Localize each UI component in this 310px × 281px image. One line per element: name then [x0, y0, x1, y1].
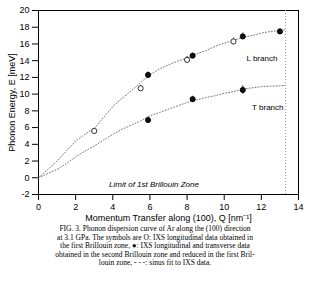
svg-text:6: 6 [147, 202, 152, 212]
svg-text:16: 16 [19, 39, 29, 49]
html-text:louin zone, - - -: sinus fit t: louin zone, - - -: sinus fit to IXS data… [98, 258, 212, 268]
svg-text:Momentum Transfer along (100),: Momentum Transfer along (100), Q [nm⁻¹] [85, 213, 252, 223]
svg-text:10: 10 [19, 89, 29, 99]
svg-text:8: 8 [24, 106, 29, 116]
svg-text:14: 14 [19, 56, 29, 66]
svg-text:4: 4 [110, 202, 115, 212]
svg-text:10: 10 [219, 202, 229, 212]
svg-text:Phonon Energy, E [meV]: Phonon Energy, E [meV] [7, 53, 17, 151]
svg-text:L branch: L branch [247, 54, 278, 63]
html-text:the first Brillouin zone, ●: I: the first Brillouin zone, ●: IXS longitu… [60, 241, 250, 251]
svg-text:2: 2 [24, 156, 29, 166]
svg-text:6: 6 [24, 122, 29, 132]
html-text:FIG. 3. Phonon dispersion curv: FIG. 3. Phonon dispersion curve of Ar al… [59, 224, 251, 233]
svg-text:18: 18 [19, 22, 29, 32]
svg-text:4: 4 [24, 139, 29, 149]
svg-text:8: 8 [185, 202, 190, 212]
svg-text:14: 14 [293, 202, 303, 212]
html-text:obtained in the second Brillou: obtained in the second Brillouin zone an… [55, 249, 255, 259]
svg-text:-2: -2 [21, 189, 29, 199]
svg-text:12: 12 [256, 202, 266, 212]
svg-text:12: 12 [19, 72, 29, 82]
svg-text:T branch: T branch [252, 103, 283, 112]
html-text:at 3.1 GPa. The symbols are O:: at 3.1 GPa. The symbols are O: IXS longi… [57, 232, 253, 242]
svg-text:Limit of 1st Brillouin Zone: Limit of 1st Brillouin Zone [109, 180, 199, 189]
svg-text:0: 0 [24, 173, 29, 183]
svg-text:2: 2 [73, 202, 78, 212]
svg-text:0: 0 [36, 202, 41, 212]
svg-text:20: 20 [19, 5, 29, 15]
